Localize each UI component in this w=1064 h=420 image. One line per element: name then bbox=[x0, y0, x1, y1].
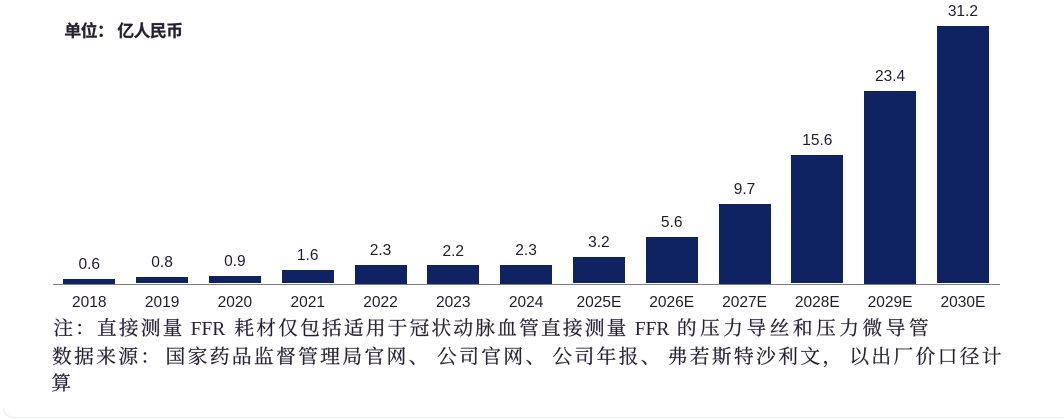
svg-text:FFR: FFR bbox=[635, 319, 670, 340]
svg-text:FFR: FFR bbox=[191, 319, 226, 340]
